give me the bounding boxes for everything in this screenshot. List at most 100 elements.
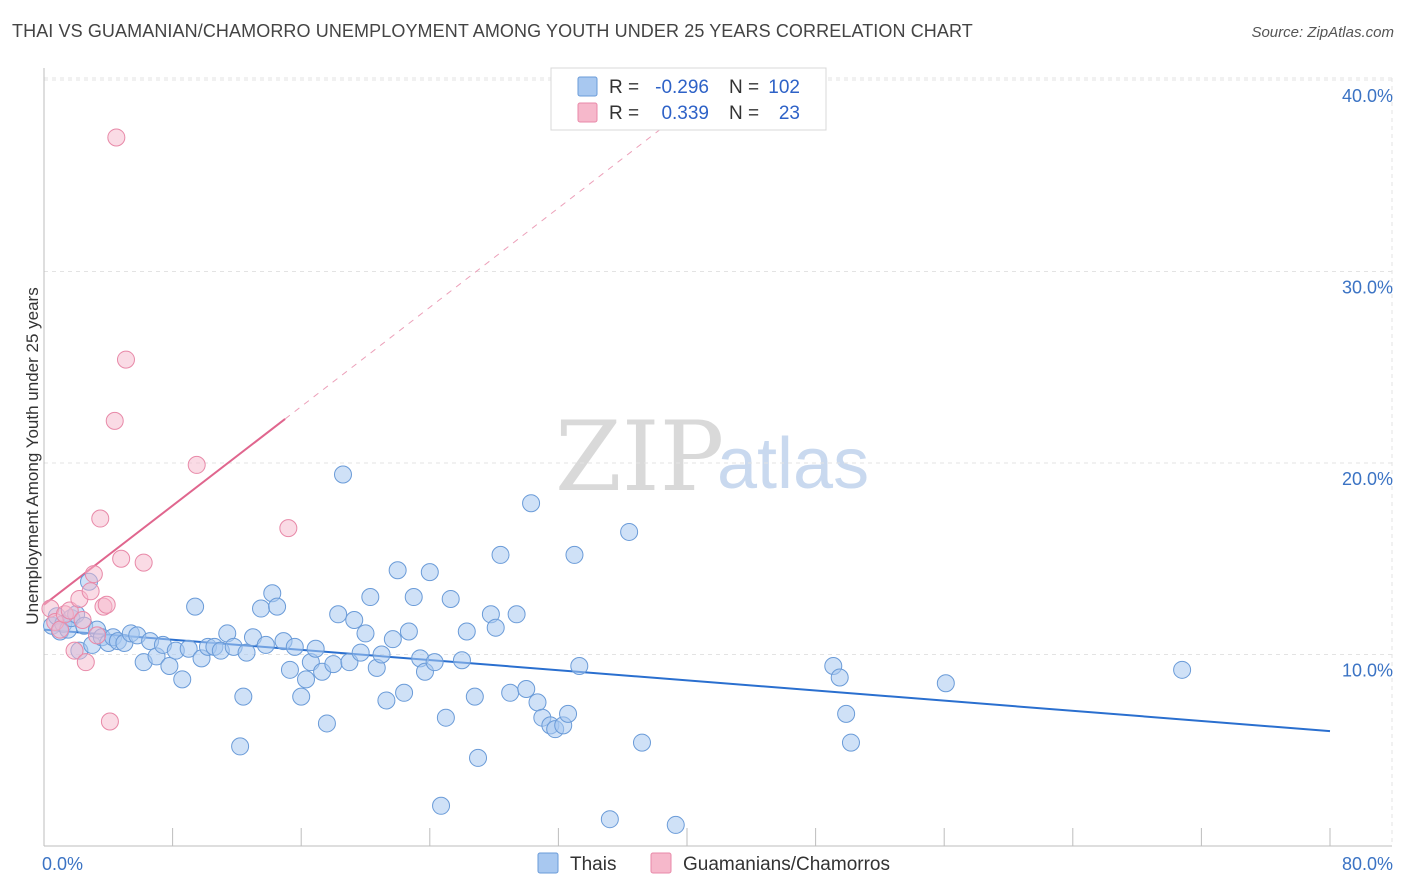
thai-point	[528, 693, 547, 712]
thai-point	[388, 561, 407, 580]
guamanian-point	[60, 601, 79, 620]
guamanian-trend-line	[43, 418, 286, 606]
bottom-legend-label-thai: Thais	[570, 854, 616, 875]
guamanian-point	[81, 582, 100, 601]
thai-point	[280, 660, 299, 679]
guamanian-point	[134, 553, 153, 572]
guamanian-points	[41, 128, 298, 731]
thai-point	[173, 670, 192, 689]
thai-point	[399, 622, 418, 641]
thai-point	[234, 687, 253, 706]
guamanian-point	[97, 595, 116, 614]
gridlines	[44, 77, 1393, 846]
thai-point	[324, 655, 343, 674]
thai-point	[256, 635, 275, 654]
thai-point	[507, 605, 526, 624]
thai-point	[469, 748, 488, 767]
thai-point	[377, 691, 396, 710]
chart-title: THAI VS GUAMANIAN/CHAMORRO UNEMPLOYMENT …	[12, 21, 973, 41]
legend-r-label-thai: R =	[609, 77, 639, 98]
thai-point	[666, 815, 685, 834]
thai-point	[317, 714, 336, 733]
legend-r-value-thai: -0.296	[655, 77, 709, 98]
y-tick-label: 10.0%	[1342, 661, 1393, 681]
guamanian-trend-extension	[284, 108, 688, 420]
thai-point	[333, 465, 352, 484]
guamanian-point	[279, 519, 298, 538]
thai-point	[501, 683, 520, 702]
y-tick-label: 20.0%	[1342, 469, 1393, 489]
thai-point	[395, 683, 414, 702]
thai-point	[1173, 660, 1192, 679]
guamanian-point	[100, 712, 119, 731]
thai-point	[465, 687, 484, 706]
guamanian-point	[116, 350, 135, 369]
guamanian-point	[51, 620, 70, 639]
thai-point	[361, 588, 380, 607]
legend-r-value-guam: 0.339	[661, 103, 709, 124]
thai-point	[830, 668, 849, 687]
thai-point	[231, 737, 250, 756]
thai-point	[522, 494, 541, 513]
thai-point	[351, 643, 370, 662]
guamanian-point	[187, 455, 206, 474]
thai-point	[297, 670, 316, 689]
thai-point	[252, 599, 271, 618]
thai-point	[452, 651, 471, 670]
thai-point	[565, 545, 584, 564]
bottom-legend-swatch-guam	[650, 852, 672, 874]
thai-point	[486, 618, 505, 637]
axes	[43, 68, 1392, 847]
thai-point	[432, 796, 451, 815]
guamanian-point	[84, 565, 103, 584]
thai-point	[306, 639, 325, 658]
thai-point	[457, 622, 476, 641]
thai-point	[436, 708, 455, 727]
y-tick-label: 30.0%	[1342, 278, 1393, 298]
x-tick-label-min: 0.0%	[42, 854, 83, 874]
guamanian-point	[76, 653, 95, 672]
legend-n-label-guam: N =	[729, 103, 759, 124]
legend-n-value-guam: 23	[779, 103, 800, 124]
thai-point	[160, 656, 179, 675]
thai-point	[441, 589, 460, 608]
thai-point	[356, 624, 375, 643]
thai-point	[559, 704, 578, 723]
thai-point	[186, 597, 205, 616]
guamanian-point	[73, 611, 92, 630]
bottom-legend-swatch-thai	[537, 852, 559, 874]
thai-point	[841, 733, 860, 752]
thai-point	[600, 810, 619, 829]
guamanian-point	[91, 509, 110, 528]
thai-point	[285, 637, 304, 656]
legend-swatch-thai	[577, 76, 598, 97]
thai-point	[936, 674, 955, 693]
legend-n-value-thai: 102	[768, 77, 800, 98]
legend-swatch-guam	[577, 102, 598, 123]
thai-point	[383, 630, 402, 649]
thai-point	[420, 563, 439, 582]
y-tick-labels: 10.0% 20.0% 30.0% 40.0%	[1342, 86, 1393, 681]
thai-point	[268, 597, 287, 616]
correlation-legend: R = -0.296 N = 102 R = 0.339 N = 23	[550, 67, 827, 131]
guamanian-point	[107, 128, 126, 147]
thai-point	[345, 611, 364, 630]
guamanian-point	[105, 411, 124, 430]
thai-point	[372, 645, 391, 664]
guamanian-point	[88, 626, 107, 645]
chart-source: Source: ZipAtlas.com	[1251, 24, 1394, 41]
y-tick-label: 40.0%	[1342, 86, 1393, 106]
watermark-zip: ZIP	[555, 401, 724, 513]
x-tick-labels: 0.0% 80.0%	[42, 854, 1393, 874]
thai-point	[620, 522, 639, 541]
thai-point	[404, 588, 423, 607]
thai-point	[179, 639, 198, 658]
thai-point	[632, 733, 651, 752]
watermark-atlas: atlas	[717, 424, 869, 504]
legend-r-label-guam: R =	[609, 103, 639, 124]
guamanian-point	[65, 641, 84, 660]
thai-points	[43, 465, 1192, 834]
thai-point	[570, 656, 589, 675]
guamanian-point	[112, 549, 131, 568]
